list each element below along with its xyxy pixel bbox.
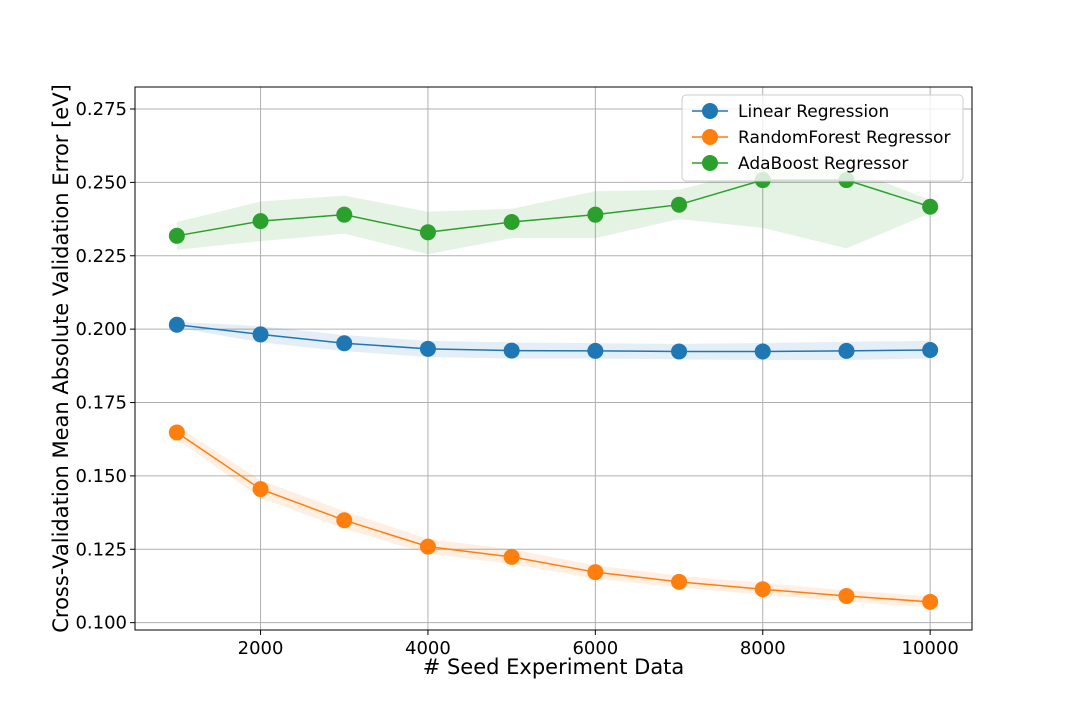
y-tick-label: 0.200 <box>75 319 127 340</box>
y-axis-label: Cross-Validation Mean Absolute Validatio… <box>49 84 73 633</box>
data-point <box>587 564 604 581</box>
data-point <box>336 206 353 223</box>
data-point <box>922 593 939 610</box>
legend-marker <box>702 103 718 119</box>
data-point <box>671 343 688 360</box>
data-point <box>168 316 185 333</box>
data-point <box>419 538 436 555</box>
confidence-band <box>176 321 931 360</box>
data-point <box>168 424 185 441</box>
axis-ticks: 2000 4000 6000 8000 10000 0.100 0.125 0.150 0.17… <box>75 99 958 659</box>
confidence-bands <box>176 167 931 608</box>
legend-box <box>681 94 964 182</box>
data-point <box>671 573 688 590</box>
data-point <box>838 587 855 604</box>
legend-label: RandomForest Regressor <box>738 128 950 148</box>
data-point <box>503 548 520 565</box>
legend-marker <box>702 129 718 145</box>
y-tick-label: 0.150 <box>75 466 127 487</box>
data-point <box>671 196 688 213</box>
x-tick-label: 2000 <box>238 638 284 659</box>
x-tick-label: 8000 <box>740 638 786 659</box>
series-line <box>176 324 931 353</box>
data-point <box>252 481 269 498</box>
data-point <box>922 341 939 358</box>
x-tick-label: 10000 <box>902 638 959 659</box>
series-line <box>176 431 931 603</box>
data-point <box>922 198 939 215</box>
data-point <box>587 206 604 223</box>
data-point <box>587 342 604 359</box>
data-point <box>252 213 269 230</box>
y-tick-label: 0.175 <box>75 393 127 414</box>
legend-label: AdaBoost Regressor <box>738 154 908 174</box>
data-point <box>168 227 185 244</box>
x-axis-label: # Seed Experiment Data <box>423 655 685 679</box>
confidence-band <box>176 167 931 255</box>
legend: Linear Regression RandomForest Regressor A… <box>681 94 964 182</box>
x-tick-label: 4000 <box>405 638 451 659</box>
legend-label: Linear Regression <box>738 102 889 122</box>
data-point <box>336 512 353 529</box>
data-point <box>754 581 771 598</box>
y-tick-label: 0.250 <box>75 172 127 193</box>
data-point <box>754 343 771 360</box>
data-point <box>503 214 520 231</box>
data-point <box>419 224 436 241</box>
y-tick-label: 0.125 <box>75 539 127 560</box>
series-lines <box>168 172 939 610</box>
y-tick-label: 0.275 <box>75 99 127 120</box>
legend-marker <box>702 155 718 171</box>
data-point <box>419 340 436 357</box>
data-point <box>838 342 855 359</box>
data-point <box>252 326 269 343</box>
plot-frame <box>134 86 973 631</box>
confidence-band <box>176 426 931 608</box>
x-tick-label: 6000 <box>572 638 618 659</box>
y-tick-label: 0.100 <box>75 613 127 634</box>
data-point <box>503 342 520 359</box>
data-point <box>336 335 353 352</box>
y-tick-label: 0.225 <box>75 246 127 267</box>
